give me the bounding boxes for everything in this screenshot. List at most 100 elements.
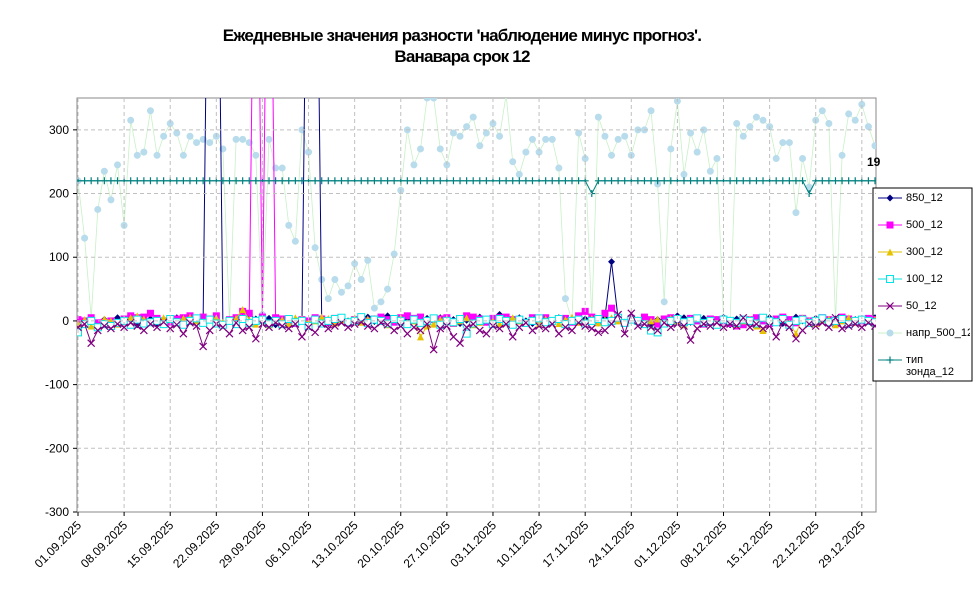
data-point: [330, 315, 339, 324]
data-point: [759, 177, 767, 185]
data-point: [304, 323, 313, 332]
data-point: [396, 322, 405, 330]
data-point: [871, 322, 876, 330]
data-point: [489, 119, 497, 127]
data-point: [706, 322, 715, 330]
data-point: [146, 309, 154, 317]
data-point: [752, 320, 761, 329]
data-point: [107, 196, 115, 204]
legend: [872, 187, 973, 382]
data-point: [726, 177, 734, 185]
data-point: [357, 276, 365, 284]
data-point: [363, 322, 372, 330]
data-point: [667, 177, 675, 185]
data-point: [87, 322, 95, 330]
data-point: [291, 237, 299, 245]
data-point: [838, 177, 846, 185]
data-point: [799, 155, 807, 163]
data-point: [568, 177, 576, 185]
data-point: [719, 323, 728, 332]
data-point: [139, 326, 148, 335]
data-point: [265, 135, 273, 143]
data-point: [390, 326, 399, 335]
data-point: [475, 326, 484, 335]
data-point: [383, 320, 392, 329]
data-point: [390, 177, 398, 185]
data-point: [699, 320, 708, 329]
data-point: [403, 177, 411, 185]
data-point: [824, 323, 833, 332]
data-point: [284, 315, 293, 324]
data-point: [291, 177, 299, 185]
data-point: [581, 155, 589, 163]
data-point: [390, 315, 399, 324]
data-point: [160, 177, 168, 185]
data-point: [745, 323, 754, 332]
data-point: [278, 322, 287, 330]
data-point: [561, 177, 569, 185]
chart-subtitle: Ванавара срок 12: [394, 47, 530, 66]
data-point: [370, 304, 378, 312]
data-point: [245, 309, 253, 317]
plot-area: [76, 97, 877, 513]
data-point: [463, 177, 471, 185]
data-point: [798, 315, 807, 324]
data-point: [845, 177, 853, 185]
data-point: [482, 177, 490, 185]
x-tick-label: 17.11.2025: [540, 518, 592, 570]
data-point: [621, 132, 629, 140]
data-point: [660, 177, 668, 185]
data-point: [594, 177, 602, 185]
data-point: [146, 320, 155, 329]
plot-content: [77, 98, 876, 354]
data-point: [436, 177, 444, 185]
data-point: [555, 164, 563, 172]
data-point: [759, 313, 768, 322]
data-point: [469, 113, 477, 121]
data-point: [575, 129, 583, 137]
data-point: [449, 332, 458, 341]
data-point: [838, 315, 847, 324]
data-point: [173, 129, 181, 137]
legend-label: 50_12: [906, 300, 937, 312]
data-point: [554, 329, 563, 338]
data-point: [133, 151, 141, 159]
data-point: [225, 329, 234, 338]
data-point: [759, 324, 767, 333]
legend-label-box: напр_500_12: [906, 327, 970, 339]
x-tick-label: 29.09.2025: [216, 518, 269, 571]
data-point: [778, 315, 787, 324]
data-point: [133, 315, 142, 324]
data-point: [482, 129, 490, 137]
data-point: [239, 305, 247, 313]
data-point: [206, 139, 214, 147]
data-point: [647, 323, 655, 332]
data-point: [390, 250, 398, 258]
data-point: [311, 177, 319, 185]
data-point: [680, 177, 688, 185]
data-point: [127, 177, 135, 185]
data-point: [285, 177, 293, 185]
x-tick-label: 15.09.2025: [124, 518, 177, 571]
data-point: [179, 329, 188, 338]
data-point: [496, 177, 504, 185]
data-point: [113, 320, 122, 329]
data-point: [614, 135, 622, 143]
data-point: [94, 205, 102, 213]
data-point: [469, 177, 477, 185]
legend-label-box: 850_12: [906, 192, 943, 204]
data-point: [265, 177, 273, 185]
data-point: [377, 177, 385, 185]
legend-label: 100_12: [906, 273, 943, 285]
legend-label-box: 500_12: [906, 219, 943, 231]
data-point: [647, 107, 655, 115]
x-tick-label: 24.11.2025: [586, 518, 638, 570]
data-point: [818, 107, 826, 115]
data-point: [114, 177, 122, 185]
data-point: [81, 234, 89, 242]
data-point: [739, 313, 748, 322]
data-point: [285, 221, 293, 229]
data-point: [87, 177, 95, 185]
data-point: [218, 323, 227, 332]
